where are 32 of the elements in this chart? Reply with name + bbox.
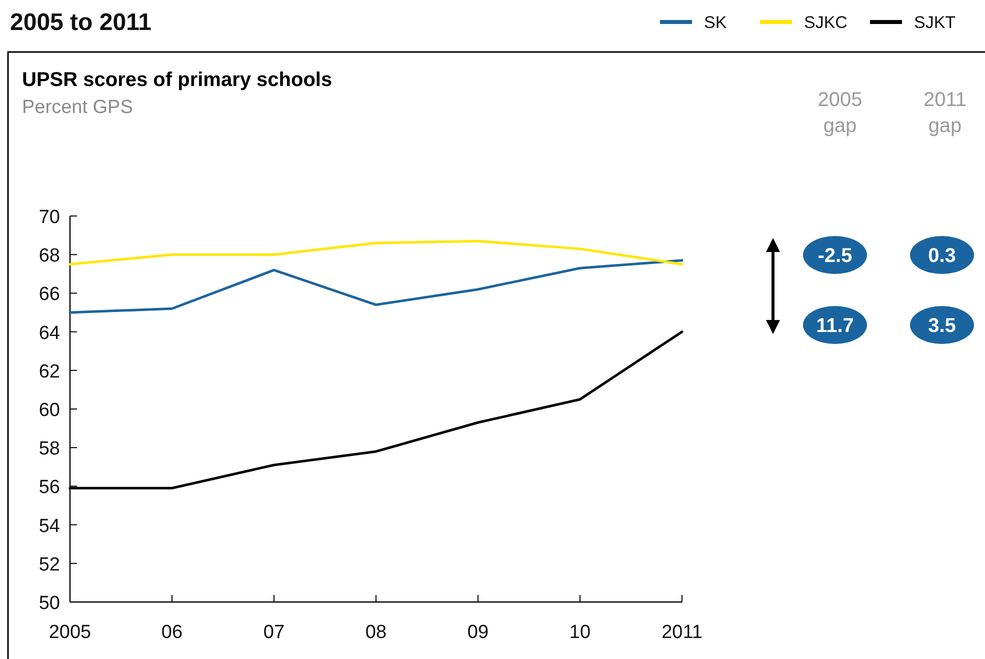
x-tick-label: 06 xyxy=(161,622,183,643)
y-tick-label: 64 xyxy=(38,322,60,344)
text: -2.5 xyxy=(818,245,852,267)
y-tick-label: 50 xyxy=(38,593,60,614)
x-tick-label: 08 xyxy=(365,622,387,643)
x-tick-label: 07 xyxy=(263,622,285,643)
y-tick-label: 70 xyxy=(38,207,60,228)
y-tick-label: 68 xyxy=(38,246,60,267)
chart-title: UPSR scores of primary schools xyxy=(22,69,332,91)
text: 2005 to 2011 xyxy=(10,9,152,36)
y-tick-label: 66 xyxy=(38,284,60,306)
y-tick-label: 54 xyxy=(38,516,60,537)
text: 2011 gap xyxy=(923,89,967,137)
y-tick-label: 62 xyxy=(38,361,60,382)
text: 0.3 xyxy=(928,245,956,267)
text: 3.5 xyxy=(928,315,956,337)
legend-label: SJKT xyxy=(914,13,956,32)
y-tick-label: 60 xyxy=(38,400,60,421)
x-tick-label: 2011 xyxy=(662,622,702,643)
text: 11.7 xyxy=(816,315,854,337)
line-series xyxy=(68,240,684,266)
text: 2005 gap xyxy=(818,89,862,137)
y-tick-label: 52 xyxy=(38,554,60,576)
x-tick-label: 2005 xyxy=(48,622,92,643)
chart-subtitle: Percent GPS xyxy=(22,97,133,118)
y-tick-label: 56 xyxy=(38,477,60,498)
y-tick-label: 58 xyxy=(38,438,60,460)
legend-label: SJKC xyxy=(804,13,848,32)
x-tick-label: 10 xyxy=(569,622,591,643)
line-series xyxy=(68,259,684,314)
x-tick-label: 09 xyxy=(467,622,489,643)
legend-label: SK xyxy=(704,13,728,32)
